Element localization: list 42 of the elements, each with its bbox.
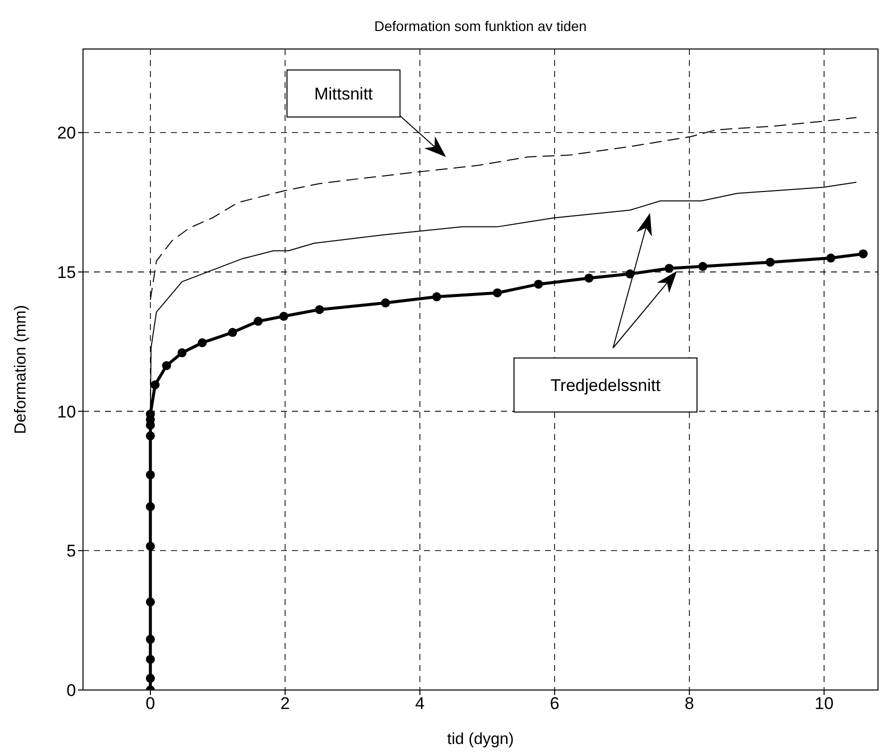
- point: [826, 254, 836, 263]
- x-tick-label: 10: [814, 694, 834, 714]
- point: [150, 380, 160, 390]
- point: [146, 674, 155, 683]
- point: [162, 361, 172, 370]
- annotation: Tredjedelssnitt: [550, 376, 661, 395]
- y-tick-label: 20: [57, 124, 76, 143]
- x-tick-label: 4: [415, 694, 425, 714]
- point: [228, 328, 238, 337]
- x-tick-label: 0: [146, 694, 156, 714]
- point: [146, 431, 155, 440]
- y-tick-label: 10: [57, 402, 76, 422]
- point: [432, 292, 442, 302]
- point: [146, 470, 155, 480]
- point: [198, 338, 207, 348]
- point: [858, 249, 868, 258]
- point: [254, 316, 263, 326]
- point: [146, 654, 155, 664]
- point: [146, 597, 155, 606]
- y-axis-title: Deformation (mm): [12, 305, 30, 434]
- chart-title: Deformation som funktion av tiden: [374, 18, 587, 34]
- point: [279, 312, 288, 321]
- point: [584, 274, 594, 283]
- point: [146, 502, 155, 512]
- point: [766, 258, 775, 267]
- point: [381, 298, 390, 308]
- point: [146, 634, 155, 644]
- y-tick-label: 15: [57, 262, 76, 282]
- point: [178, 348, 187, 358]
- point: [314, 305, 324, 314]
- x-tick-label: 8: [684, 694, 694, 714]
- y-tick-label: 0: [66, 681, 76, 700]
- point: [146, 542, 155, 551]
- x-tick-label: 6: [550, 694, 560, 714]
- x-tick-label: 2: [280, 694, 290, 714]
- x-axis-title: tid (dygn): [447, 731, 514, 748]
- point: [664, 264, 674, 273]
- y-tick-label: 5: [66, 542, 76, 561]
- point: [534, 280, 543, 289]
- annotation: Mittsnitt: [314, 84, 374, 104]
- point: [492, 288, 502, 298]
- point: [698, 262, 708, 271]
